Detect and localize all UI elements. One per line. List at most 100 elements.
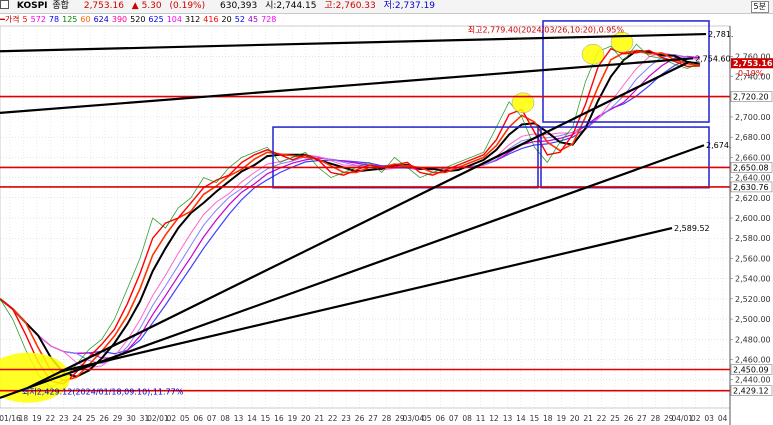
current-price-tag — [731, 58, 773, 69]
x-tick-label: 03/04 — [403, 414, 425, 423]
legend-entry: 390 — [111, 15, 128, 24]
index-name: 종합 — [52, 1, 69, 11]
x-tick-label: 03 — [704, 414, 714, 423]
level-label-box — [730, 162, 773, 173]
x-tick-label: 19 — [288, 414, 298, 423]
x-tick-label: 13 — [503, 414, 513, 423]
legend-entry: 5 — [22, 15, 28, 24]
level-label: 2,630.76 — [733, 183, 769, 192]
trendline-label: 2,589.52 — [674, 224, 710, 233]
x-tick-label: 27 — [637, 414, 647, 423]
x-tick-label: 15 — [530, 414, 540, 423]
trendline — [27, 61, 689, 389]
x-tick-label: 07 — [449, 414, 459, 423]
trendline — [0, 144, 705, 399]
x-tick-label: 19 — [32, 414, 42, 423]
quote-header: KOSPI 종합 2,753.16 ▲ 5.30 (0.19%) 630,393… — [0, 0, 773, 14]
x-tick-label: 04/01 — [671, 414, 693, 423]
x-tick-label: 21 — [314, 414, 324, 423]
level-label-box — [730, 91, 773, 102]
x-tick-label: 25 — [86, 414, 96, 423]
y-tick-label: 2,700.00 — [735, 113, 771, 122]
x-tick-label: 22 — [46, 414, 56, 423]
high-price: 고:2,760.33 — [324, 1, 376, 11]
x-tick-label: 22 — [328, 414, 338, 423]
level-label-box — [730, 364, 773, 375]
trendline-label: 2,754.60 — [695, 54, 731, 63]
x-tick-label: 11 — [476, 414, 486, 423]
trendline — [59, 227, 673, 373]
x-tick-label: 28 — [382, 414, 392, 423]
low-price: 저:2,737.19 — [383, 1, 436, 11]
timeframe-button[interactable]: 5분 — [750, 1, 769, 13]
x-tick-label: 23 — [341, 414, 351, 423]
legend-entry: 104 — [166, 15, 182, 24]
legend-entry: 45 — [247, 15, 259, 24]
x-tick-label: 08 — [462, 414, 472, 423]
x-tick-label: 25 — [610, 414, 620, 423]
legend-entry: 52 — [234, 15, 245, 24]
x-tick-label: 20 — [301, 414, 311, 423]
x-tick-label: 13 — [234, 414, 244, 423]
legend-entry: 728 — [261, 15, 277, 24]
x-tick-label: 14 — [247, 414, 257, 423]
x-tick-label: 28 — [651, 414, 661, 423]
price-series-line — [0, 43, 701, 389]
x-tick-label: 04 — [718, 414, 728, 423]
x-tick-label: 05 — [422, 414, 432, 423]
x-tick-label: 07 — [207, 414, 217, 423]
price-change-pct: (0.19%) — [169, 1, 206, 11]
high-annotation: 최고2,779.40(2024/03/26,10:20),0.95% — [468, 25, 625, 35]
legend-entry: 312 — [184, 15, 201, 24]
highlight-marker — [581, 44, 605, 65]
trendline — [0, 57, 694, 115]
low-annotation: 최저2,429.12(2024/01/18,09:10),11.77% — [22, 387, 184, 397]
level-label: 2,720.20 — [733, 93, 769, 102]
current-price-label: 2,753.16 — [733, 59, 773, 68]
x-tick-label: 22 — [597, 414, 607, 423]
legend-entry: 20 — [221, 15, 232, 24]
y-tick-label: 2,640.00 — [735, 174, 771, 183]
x-tick-label: 02 — [691, 414, 701, 423]
moving-average-line — [0, 47, 701, 385]
x-tick-label: 24 — [72, 414, 82, 423]
legend-entry: 416 — [203, 15, 219, 24]
x-tick-label: 12 — [489, 414, 499, 423]
trendline-label: 2,781. — [708, 30, 733, 39]
y-tick-label: 2,600.00 — [735, 214, 771, 223]
trendline — [0, 32, 707, 53]
x-tick-label: 26 — [99, 414, 109, 423]
level-label: 2,650.08 — [733, 163, 769, 172]
x-tick-label: 29 — [113, 414, 123, 423]
x-tick-label: 21 — [583, 414, 593, 423]
y-tick-label: 2,520.00 — [735, 295, 771, 304]
trendline-label: 2,674. — [706, 141, 731, 150]
x-tick-label: 06 — [193, 414, 203, 423]
x-tick-label: 15 — [261, 414, 271, 423]
current-change-label: 0.19% — [738, 69, 764, 78]
x-tick-label: 27 — [368, 414, 378, 423]
legend-entry: 125 — [62, 15, 78, 24]
volume: 630,393 — [220, 1, 258, 11]
x-tick-label: 29 — [395, 414, 405, 423]
x-tick-label: 05 — [180, 414, 190, 423]
x-tick-label: 29 — [664, 414, 674, 423]
x-tick-label: 01/16 — [0, 414, 21, 423]
y-tick-label: 2,540.00 — [735, 275, 771, 284]
checkbox-icon[interactable] — [0, 0, 9, 9]
current-price: 2,753.16 — [83, 1, 124, 11]
y-tick-label: 2,480.00 — [735, 335, 771, 344]
legend-entry: 520 — [130, 15, 146, 24]
y-tick-label: 2,460.00 — [735, 355, 771, 364]
y-tick-label: 2,440.00 — [735, 376, 771, 385]
legend-entry: 625 — [148, 15, 164, 24]
x-tick-label: 02/01 — [147, 414, 169, 423]
x-tick-label: 18 — [19, 414, 29, 423]
y-tick-label: 2,760.00 — [735, 52, 771, 61]
x-tick-label: 20 — [570, 414, 580, 423]
x-tick-label: 30 — [126, 414, 136, 423]
consolidation-box — [542, 20, 710, 123]
x-tick-label: 31 — [140, 414, 150, 423]
